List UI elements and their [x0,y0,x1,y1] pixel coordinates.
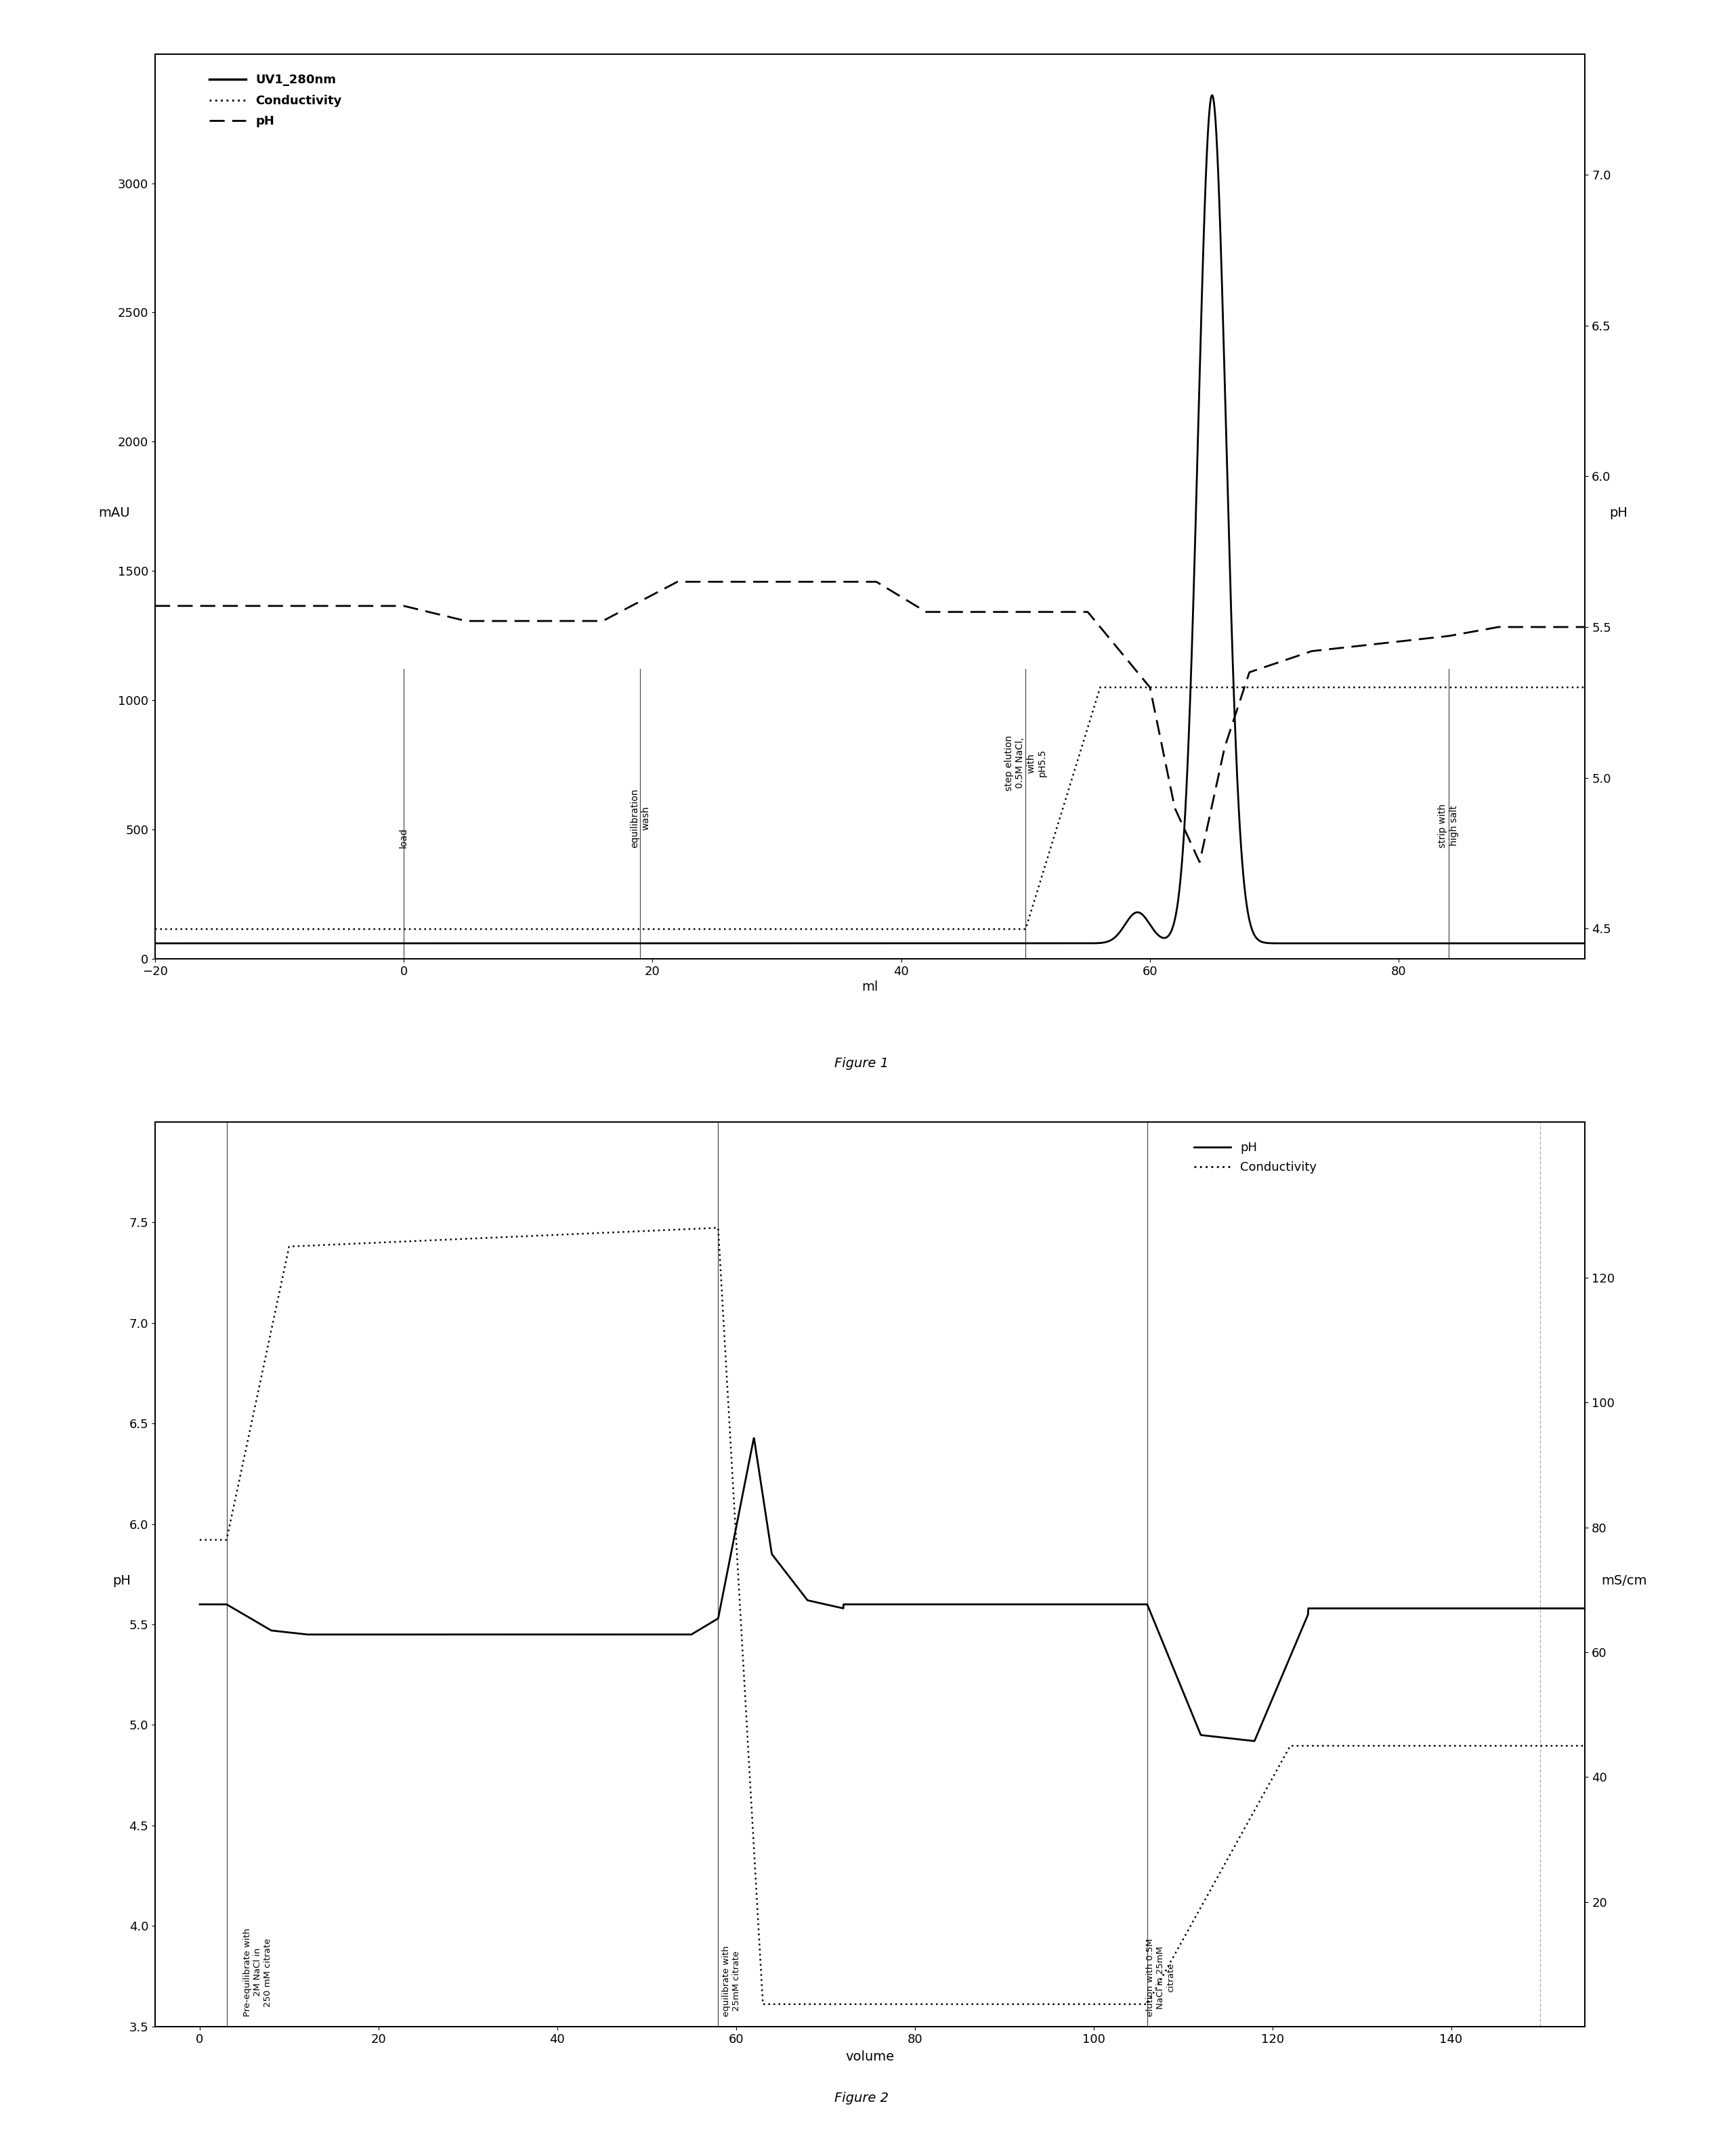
Text: strip with
high salt: strip with high salt [1439,804,1459,847]
Text: load: load [400,828,408,847]
Y-axis label: pH: pH [1609,507,1628,520]
Text: Pre-equilibrate with
2M NaCl in
250 mM citrate: Pre-equilibrate with 2M NaCl in 250 mM c… [243,1927,272,2016]
X-axis label: volume: volume [846,2050,894,2063]
Text: elution with 0.5M
NaCl in 25mM
citrate: elution with 0.5M NaCl in 25mM citrate [1146,1938,1175,2016]
Text: equilibration
wash: equilibration wash [631,789,650,847]
X-axis label: ml: ml [862,981,879,994]
Text: step elution
0.5M NaCl,
with
pH5.5: step elution 0.5M NaCl, with pH5.5 [1005,735,1048,791]
Text: Figure 1: Figure 1 [834,1056,889,1069]
Legend: UV1_280nm, Conductivity, pH: UV1_280nm, Conductivity, pH [203,69,346,132]
Legend: pH, Conductivity: pH, Conductivity [1189,1136,1322,1179]
Text: equilibrate with
25mM citrate: equilibrate with 25mM citrate [722,1945,741,2016]
Text: Figure 2: Figure 2 [834,2091,889,2104]
Y-axis label: mS/cm: mS/cm [1601,1574,1647,1587]
Y-axis label: mAU: mAU [98,507,129,520]
Y-axis label: pH: pH [112,1574,131,1587]
